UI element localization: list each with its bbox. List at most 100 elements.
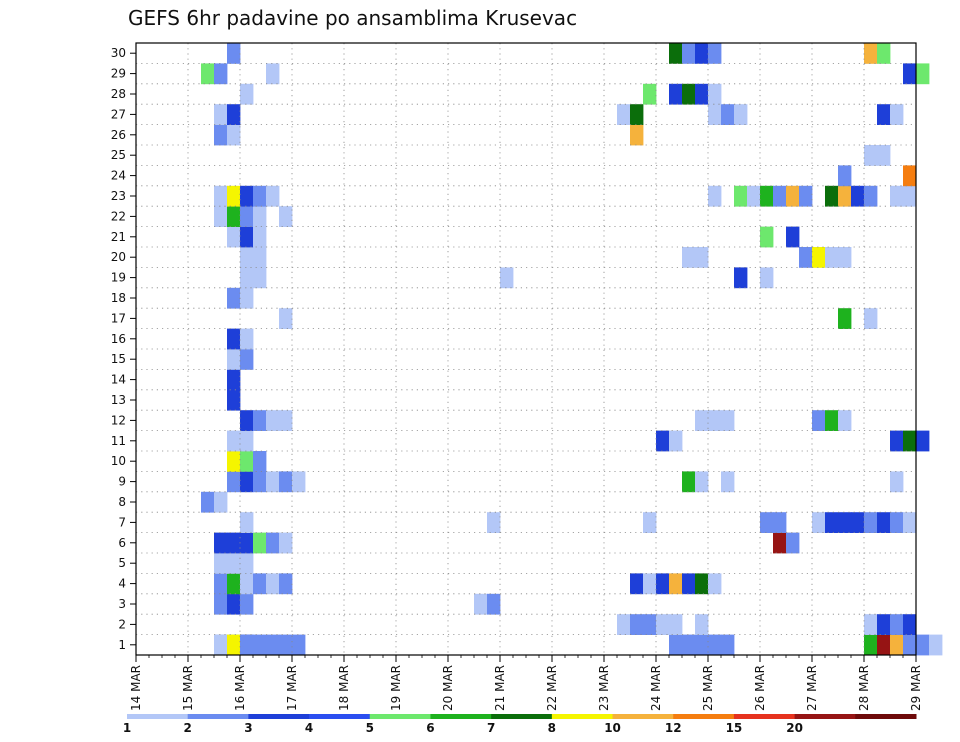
legend-swatch	[187, 714, 249, 719]
y-tick-label: 26	[111, 128, 126, 142]
legend-swatch	[491, 714, 553, 719]
x-tick-label: 26 MAR	[753, 665, 767, 711]
heatmap-cell	[838, 165, 852, 187]
heatmap-cell	[695, 247, 709, 268]
y-tick-label: 10	[111, 454, 126, 468]
heatmap-cell	[890, 512, 904, 533]
x-tick-label: 25 MAR	[701, 665, 715, 711]
heatmap-cell	[669, 43, 683, 64]
legend-swatch	[673, 714, 735, 719]
heatmap-cell	[500, 267, 514, 289]
heatmap-cell	[695, 43, 709, 64]
heatmap-cell	[825, 512, 839, 533]
heatmap-cell	[838, 247, 852, 268]
x-tick-label: 16 MAR	[233, 665, 247, 711]
y-tick-label: 11	[111, 434, 126, 448]
heatmap-cell	[214, 634, 228, 656]
heatmap-cell	[838, 410, 852, 431]
heatmap-cell	[227, 287, 241, 309]
heatmap-cell	[682, 573, 696, 595]
heatmap-cell	[266, 634, 280, 656]
y-tick-label: 27	[111, 107, 126, 121]
legend-swatch	[309, 714, 371, 719]
heatmap-cell	[708, 83, 722, 105]
heatmap-cell	[240, 226, 254, 248]
heatmap-cell	[682, 43, 696, 64]
legend-label: 10	[604, 721, 621, 735]
heatmap-cell	[786, 532, 800, 554]
y-tick-label: 17	[111, 311, 126, 325]
x-tick-label: 28 MAR	[857, 665, 871, 711]
heatmap-cell	[864, 308, 878, 329]
heatmap-cell	[825, 410, 839, 431]
heatmap-cell	[773, 185, 787, 207]
legend-label: 2	[184, 721, 192, 735]
heatmap-cell	[773, 512, 787, 533]
heatmap-cell	[292, 471, 306, 493]
heatmap-cell	[695, 634, 709, 656]
heatmap-cell	[227, 124, 241, 146]
heatmap-cell	[760, 512, 774, 533]
heatmap-cell	[708, 410, 722, 431]
heatmap-cell	[708, 43, 722, 64]
x-axis: 14 MAR 15 MAR 16 MAR 17 MAR 18 MAR 19 MAR 20 M…	[129, 655, 923, 711]
heatmap-cell	[630, 124, 644, 146]
heatmap-cell	[708, 634, 722, 656]
heatmap-cell	[695, 83, 709, 105]
heatmap-cell	[279, 206, 293, 227]
heatmap-cell	[786, 185, 800, 207]
heatmap-cell	[253, 185, 267, 207]
heatmap-cell	[240, 553, 254, 574]
legend-label: 12	[665, 721, 682, 735]
heatmap-cell	[838, 512, 852, 533]
heatmap-cell	[240, 247, 254, 268]
heatmap-cell	[227, 634, 241, 656]
x-tick-label: 19 MAR	[389, 665, 403, 711]
heatmap-cell	[617, 104, 631, 125]
heatmap-cell	[227, 349, 241, 370]
heatmap-cell	[916, 430, 930, 452]
heatmap-cell	[877, 512, 891, 533]
heatmap-cell	[214, 553, 228, 574]
heatmap-cell	[721, 410, 735, 431]
heatmap-cell	[240, 634, 254, 656]
chart-title: GEFS 6hr padavine po ansamblima Krusevac	[128, 6, 578, 30]
legend-swatch	[127, 714, 189, 719]
heatmap-cell	[669, 430, 683, 452]
heatmap-cell	[487, 512, 501, 533]
legend-label: 15	[726, 721, 743, 735]
x-tick-label: 22 MAR	[545, 665, 559, 711]
y-tick-label: 24	[111, 169, 126, 183]
heatmap-cell	[838, 185, 852, 207]
heatmap-cell	[227, 573, 241, 595]
y-tick-label: 21	[111, 230, 126, 244]
heatmap-cell	[214, 104, 228, 125]
heatmap-cell	[916, 634, 930, 656]
heatmap-cell	[227, 451, 241, 472]
heatmap-cell	[227, 553, 241, 574]
y-tick-label: 29	[111, 67, 126, 81]
heatmap-cell	[240, 430, 254, 452]
heatmap-cell	[812, 410, 826, 431]
heatmap-cell	[877, 43, 891, 64]
heatmap-cell	[266, 532, 280, 554]
y-tick-label: 8	[118, 495, 126, 509]
heatmap-cell	[851, 185, 865, 207]
heatmap-cell	[240, 287, 254, 309]
heatmap-cell	[851, 512, 865, 533]
heatmap-cell	[617, 614, 631, 635]
y-tick-label: 25	[111, 148, 126, 162]
heatmap-cell	[890, 614, 904, 635]
heatmap-cell	[864, 43, 878, 64]
heatmap-cell	[864, 185, 878, 207]
heatmap-cell	[240, 532, 254, 554]
heatmap-cell	[903, 634, 917, 656]
heatmap-cell	[695, 573, 709, 595]
y-tick-label: 2	[118, 617, 126, 631]
heatmap-cell	[825, 247, 839, 268]
heatmap-cell	[227, 532, 241, 554]
heatmap-cell	[266, 63, 280, 85]
y-tick-label: 30	[111, 46, 126, 60]
heatmap-cell	[643, 573, 657, 595]
heatmap-cell	[214, 573, 228, 595]
